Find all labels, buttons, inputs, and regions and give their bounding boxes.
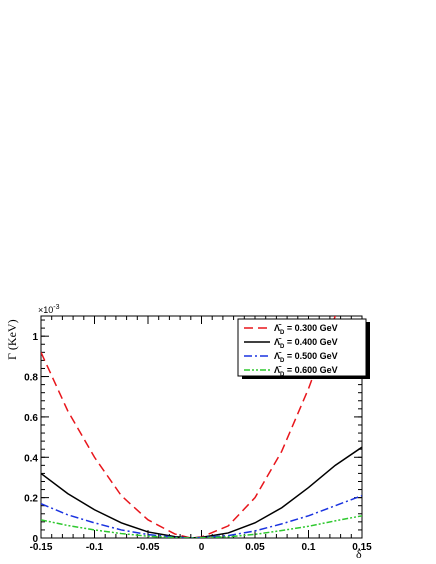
series-line-4: [41, 515, 362, 538]
legend-value: = 0.400 GeV: [284, 337, 337, 347]
legend-label-2: Λ̄D = 0.400 GeV: [274, 337, 338, 350]
series-group: [41, 316, 362, 538]
x-tick-label: -0.05: [137, 542, 160, 553]
x-tick-label: 0.05: [245, 542, 265, 553]
x-axis-title: δ: [356, 547, 362, 561]
series-line-1: [41, 316, 337, 538]
y-exponent-power: -3: [53, 304, 59, 311]
x-tick-label: 0: [199, 542, 205, 553]
x-tick-label: 0.1: [302, 542, 316, 553]
y-exponent-label: ×10-3: [38, 304, 60, 315]
x-tick-label: 0.15: [352, 542, 372, 553]
legend-value: = 0.500 GeV: [284, 351, 337, 361]
legend-symbol: Λ̄: [274, 337, 282, 347]
legend-symbol: Λ̄: [274, 351, 282, 361]
legend-subscript: D: [280, 358, 285, 364]
y-tick-label: 0: [32, 534, 38, 545]
y-exponent-base: ×10: [38, 305, 53, 315]
series-line-2: [41, 446, 362, 538]
x-tick-label: -0.1: [86, 542, 104, 553]
x-tick-label: -0.15: [30, 542, 53, 553]
legend-subscript: D: [280, 330, 285, 336]
legend-label-3: Λ̄D = 0.500 GeV: [274, 351, 338, 364]
y-tick-label: 0.2: [24, 494, 38, 505]
y-tick-label: 0.6: [24, 413, 38, 424]
y-axis-title: Γ (KeV): [5, 319, 19, 360]
legend-value: = 0.600 GeV: [284, 365, 337, 375]
legend-symbol: Λ̄: [274, 323, 282, 333]
y-tick-label: 0.8: [24, 373, 38, 384]
legend-subscript: D: [280, 344, 285, 350]
legend-label-4: Λ̄D = 0.600 GeV: [274, 365, 338, 378]
legend-subscript: D: [280, 372, 285, 378]
y-axis-ticks: 0 0.2 0.4 0.6 0.8 1: [24, 319, 362, 545]
y-tick-label: 0.4: [24, 453, 38, 464]
legend-symbol: Λ̄: [274, 365, 282, 375]
y-tick-label: 1: [32, 332, 38, 343]
legend-value: = 0.300 GeV: [284, 323, 337, 333]
legend-label-1: Λ̄D = 0.300 GeV: [274, 323, 338, 336]
